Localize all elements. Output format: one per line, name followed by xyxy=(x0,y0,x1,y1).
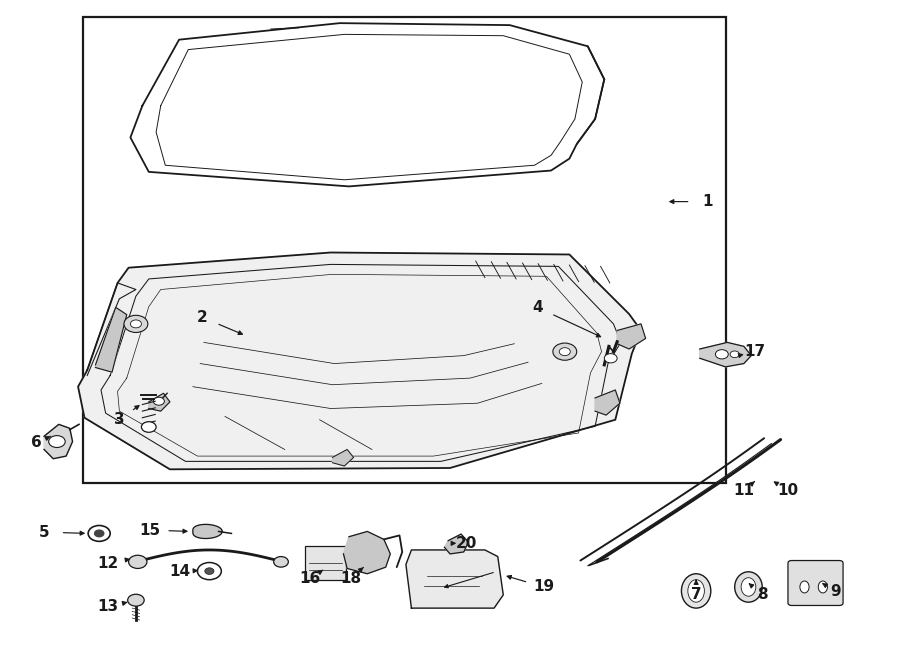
Text: 1: 1 xyxy=(702,194,713,209)
Polygon shape xyxy=(193,524,222,539)
Circle shape xyxy=(604,354,617,363)
Ellipse shape xyxy=(681,574,711,608)
Circle shape xyxy=(274,557,288,567)
Ellipse shape xyxy=(688,580,705,602)
Ellipse shape xyxy=(800,581,809,593)
Polygon shape xyxy=(344,531,391,574)
Text: 4: 4 xyxy=(532,300,543,315)
Ellipse shape xyxy=(818,581,827,593)
Circle shape xyxy=(553,343,577,360)
Circle shape xyxy=(141,422,156,432)
Text: 7: 7 xyxy=(691,588,701,602)
Polygon shape xyxy=(445,534,468,554)
Text: 11: 11 xyxy=(734,483,754,498)
Circle shape xyxy=(88,525,110,541)
Text: 19: 19 xyxy=(533,580,554,594)
Circle shape xyxy=(130,320,141,328)
Polygon shape xyxy=(95,307,127,372)
Text: 9: 9 xyxy=(831,584,841,599)
Circle shape xyxy=(124,315,148,332)
Polygon shape xyxy=(44,424,73,459)
Polygon shape xyxy=(406,550,503,608)
Text: 17: 17 xyxy=(744,344,766,359)
Circle shape xyxy=(129,555,147,568)
Circle shape xyxy=(153,397,165,405)
Bar xyxy=(305,546,346,580)
Text: 20: 20 xyxy=(455,536,477,551)
Text: 16: 16 xyxy=(300,571,321,586)
Text: 8: 8 xyxy=(757,588,768,602)
Circle shape xyxy=(205,568,214,574)
Ellipse shape xyxy=(734,572,762,602)
Text: 5: 5 xyxy=(39,525,50,539)
Text: 13: 13 xyxy=(98,600,119,614)
Text: 3: 3 xyxy=(114,412,125,427)
Polygon shape xyxy=(617,324,645,349)
Circle shape xyxy=(49,436,65,447)
FancyBboxPatch shape xyxy=(788,561,843,605)
Text: 2: 2 xyxy=(197,310,207,325)
Polygon shape xyxy=(78,253,641,469)
Text: 12: 12 xyxy=(98,556,119,570)
Circle shape xyxy=(94,530,104,537)
Circle shape xyxy=(197,563,221,580)
Circle shape xyxy=(716,350,728,359)
Text: 6: 6 xyxy=(32,436,42,450)
Polygon shape xyxy=(700,342,752,367)
Polygon shape xyxy=(332,449,354,466)
Polygon shape xyxy=(148,393,170,411)
Circle shape xyxy=(559,348,571,356)
Text: 10: 10 xyxy=(778,483,798,498)
Circle shape xyxy=(730,351,739,358)
Text: 18: 18 xyxy=(340,571,362,586)
Circle shape xyxy=(128,594,144,606)
Bar xyxy=(83,17,725,483)
Polygon shape xyxy=(595,390,620,415)
Text: 15: 15 xyxy=(140,523,160,537)
Ellipse shape xyxy=(741,578,756,596)
Text: 14: 14 xyxy=(169,564,191,579)
